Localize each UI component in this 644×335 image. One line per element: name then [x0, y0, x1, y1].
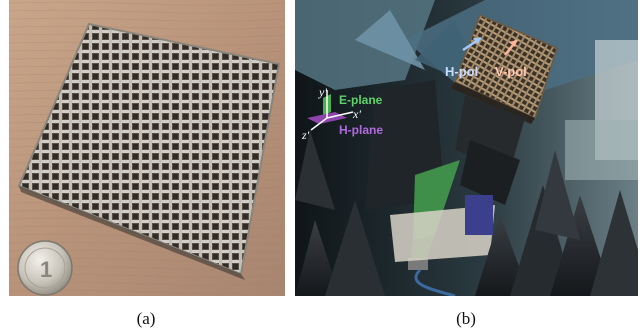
metal-lattice [17, 22, 281, 280]
caption-a: (a) [136, 309, 156, 328]
axis-x-label: x' [352, 107, 361, 121]
e-plane-label: E-plane [339, 93, 383, 107]
caption-b: (b) [456, 309, 476, 328]
coin-numeral: 1 [40, 257, 52, 282]
lattice-photo-svg: 1 [9, 0, 285, 296]
axis-z-label: z' [301, 128, 310, 142]
h-pol-label: H-pol [445, 64, 478, 79]
antenna-under-test [451, 14, 558, 124]
photo-anechoic-chamber: H-pol V-pol y' x' z' E-plane H-plane [295, 0, 638, 296]
absorber-pyramids [295, 130, 638, 296]
photo-metal-lattice: 1 [9, 0, 285, 296]
v-pol-label: V-pol [495, 64, 527, 79]
chamber-photo-svg: H-pol V-pol y' x' z' E-plane H-plane [295, 0, 638, 296]
axis-y-label: y' [318, 85, 327, 99]
coordinate-axes: y' x' z' E-plane H-plane [301, 85, 383, 142]
euro-coin: 1 [17, 240, 73, 296]
h-plane-label: H-plane [339, 123, 383, 137]
